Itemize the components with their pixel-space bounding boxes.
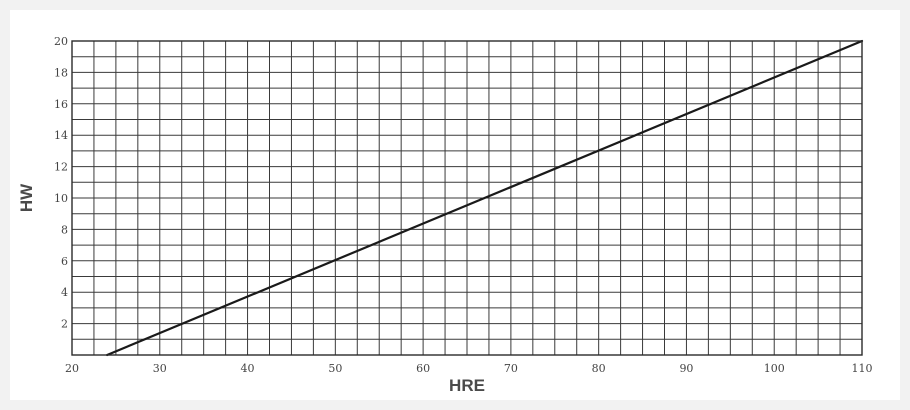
y-tick-label: 20 — [54, 35, 68, 48]
series-layer — [106, 39, 864, 357]
hw-vs-hre-chart: 20 30 40 50 60 70 80 90 100 110 2 4 6 8 10 12 14 16 18 20 … — [17, 35, 873, 395]
series-line — [106, 39, 864, 357]
x-tick-labels: 20 30 40 50 60 70 80 90 100 110 — [65, 362, 873, 375]
y-tick-label: 2 — [61, 318, 68, 331]
x-axis-title: HRE — [449, 376, 485, 395]
x-tick-label: 20 — [65, 362, 79, 375]
x-tick-label: 100 — [764, 362, 785, 375]
y-tick-label: 6 — [61, 255, 68, 268]
y-tick-label: 14 — [54, 129, 68, 142]
x-tick-label: 110 — [852, 362, 873, 375]
chart-panel: 20 30 40 50 60 70 80 90 100 110 2 4 6 8 10 12 14 16 18 20 … — [10, 10, 900, 400]
x-tick-label: 60 — [416, 362, 430, 375]
y-tick-label: 8 — [61, 223, 68, 236]
y-tick-label: 16 — [54, 98, 68, 111]
y-tick-label: 4 — [61, 286, 68, 299]
plot-frame — [71, 40, 863, 356]
y-axis-title: HW — [17, 183, 36, 212]
y-tick-label: 12 — [54, 161, 68, 174]
y-tick-labels: 2 4 6 8 10 12 14 16 18 20 — [54, 35, 68, 331]
x-tick-label: 30 — [153, 362, 167, 375]
x-tick-label: 70 — [504, 362, 518, 375]
x-tick-label: 80 — [592, 362, 606, 375]
x-tick-label: 40 — [241, 362, 255, 375]
grid — [72, 41, 862, 355]
x-tick-label: 90 — [679, 362, 693, 375]
y-tick-label: 18 — [54, 66, 68, 79]
y-tick-label: 10 — [54, 192, 68, 205]
x-tick-label: 50 — [328, 362, 342, 375]
